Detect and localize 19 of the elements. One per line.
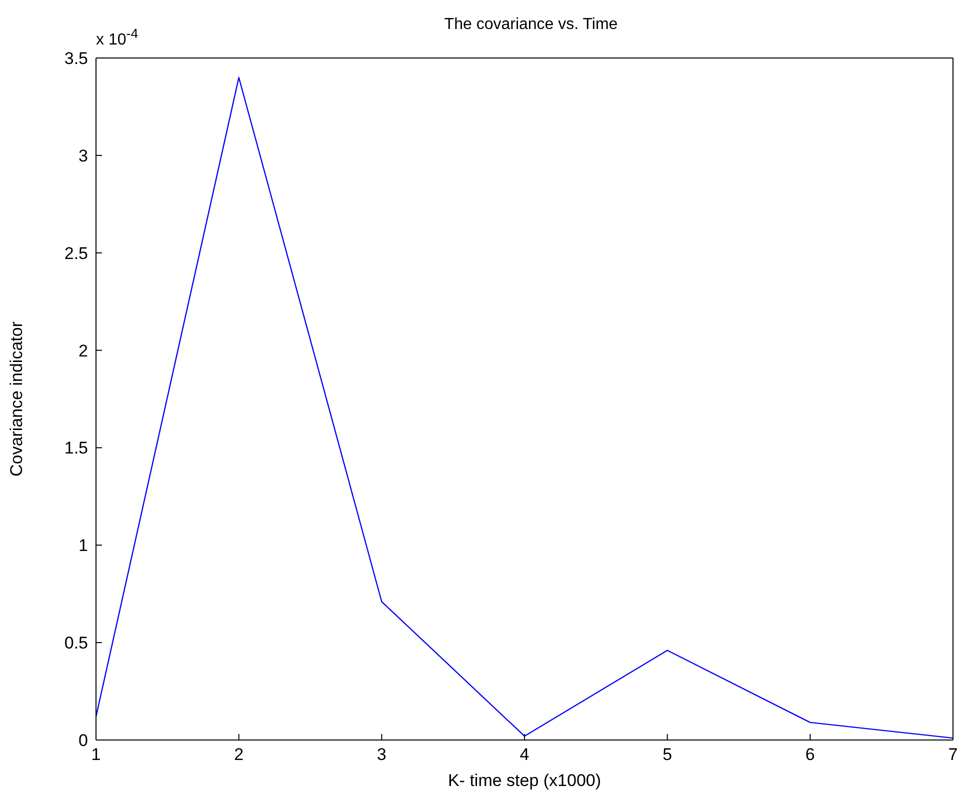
y-tick-label: 2 — [78, 341, 88, 360]
y-tick-label: 3 — [78, 146, 88, 166]
y-tick-label: 3.5 — [64, 49, 88, 68]
x-tick-label: 5 — [662, 745, 672, 764]
y-tick-label: 2.5 — [64, 244, 88, 263]
y-axis-title: Covariance indicator — [7, 321, 26, 476]
x-axis-title: K- time step (x1000) — [448, 771, 602, 790]
y-tick-label: 0 — [78, 731, 88, 750]
x-tick-label: 4 — [520, 745, 530, 764]
x-tick-label: 1 — [91, 745, 101, 764]
text: x 10$^{-4}$ — [96, 26, 138, 50]
chart-title: The covariance vs. Time — [444, 16, 618, 33]
y-tick-label: 1.5 — [64, 438, 88, 458]
y-tick-label: 1 — [78, 536, 88, 556]
x-tick-label: 3 — [376, 745, 386, 764]
x-tick-label: 7 — [948, 745, 958, 764]
x-tick-label: 6 — [805, 745, 815, 764]
y-tick-label: 0.5 — [64, 634, 88, 653]
x-tick-label: 2 — [234, 745, 244, 764]
